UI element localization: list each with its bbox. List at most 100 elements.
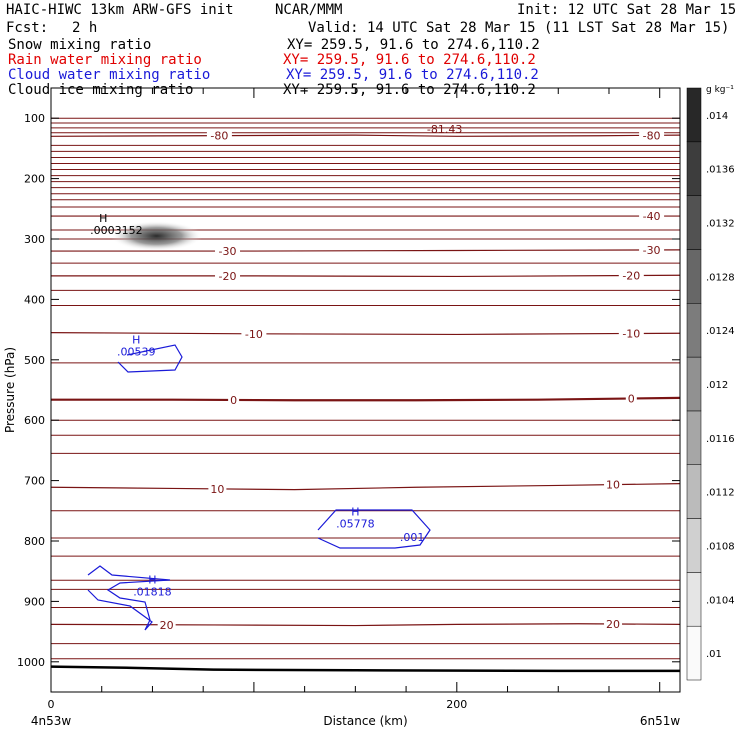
colorbar-tick-label: .0136 — [706, 165, 735, 176]
temperature-contour-line — [50, 623, 681, 627]
contour-label-background — [215, 245, 241, 258]
colorbar-tick-label: .0124 — [706, 326, 735, 337]
contour-label-background — [604, 478, 623, 491]
temperature-contour-line — [50, 134, 681, 137]
y-tick-label: 600 — [24, 414, 45, 427]
temperature-contour-line — [51, 396, 681, 402]
cloud-water-max-marker: H — [132, 334, 140, 347]
colorbar-tick-label: .0132 — [706, 219, 735, 230]
field-xy-cloud-water: XY= 259.5, 91.6 to 274.6,110.2 — [286, 67, 539, 83]
colorbar-segment — [686, 518, 702, 573]
y-tick-label: 300 — [24, 233, 45, 246]
contour-label-background — [639, 129, 665, 142]
y-tick-label: 900 — [24, 595, 45, 608]
temperature-contour-label: -20 — [219, 270, 237, 283]
contour-label-background — [208, 482, 227, 495]
temperature-contour-line — [51, 249, 681, 252]
contour-label-background — [618, 269, 644, 282]
cloud-ice-max-marker: H — [99, 212, 107, 225]
temperature-contour-label: 0 — [230, 394, 237, 407]
contour-label-background — [228, 393, 240, 406]
x-axis-label: Distance (km) — [323, 714, 407, 728]
cloud-water-max-marker: H — [148, 573, 156, 586]
y-tick-label: 500 — [24, 354, 45, 367]
colorbar-tick-label: .0108 — [706, 541, 735, 552]
cloud-ice-shading — [110, 220, 203, 251]
colorbar-segment — [686, 195, 702, 250]
colorbar-segment — [686, 410, 702, 465]
temperature-contour-label: -40 — [643, 210, 661, 223]
temperature-contour-label: -80 — [643, 129, 661, 142]
temperature-contour-line — [50, 332, 681, 336]
y-tick-label: 100 — [24, 112, 45, 125]
contour-label-background — [604, 617, 623, 630]
y-tick-label: 700 — [24, 475, 45, 488]
temperature-contour-label: 20 — [606, 618, 620, 631]
temperature-minimum-label: -81.43 — [427, 123, 462, 136]
y-tick-label: 800 — [24, 535, 45, 548]
colorbar-segment — [686, 356, 702, 412]
contour-label-background — [241, 327, 267, 340]
model-title: HAIC-HIWC 13km ARW-GFS init — [6, 2, 234, 18]
contour-label-background — [639, 243, 665, 256]
field-label-cloud-water: Cloud water mixing ratio — [8, 67, 211, 83]
surface-line — [50, 665, 680, 673]
x-tick-label: 200 — [446, 698, 467, 711]
field-xy-snow: XY= 259.5, 91.6 to 274.6,110.2 — [287, 37, 540, 53]
cloud-water-max-value: .05778 — [336, 518, 375, 531]
field-label-cloud-ice: Cloud ice mixing ratio — [8, 82, 194, 98]
field-xy-rain: XY= 259.5, 91.6 to 274.6,110.2 — [283, 52, 536, 68]
temperature-contour-label: 10 — [606, 479, 620, 492]
colorbar-segment — [686, 141, 702, 196]
temperature-contour-label: 10 — [210, 483, 224, 496]
cloud-ice-max-value: .0003152 — [90, 224, 142, 237]
colorbar-tick-label: .0104 — [706, 595, 735, 606]
temperature-contour-label: -10 — [245, 328, 263, 341]
y-tick-label: 1000 — [17, 656, 45, 669]
x-axis-end-label: 6n51w — [640, 714, 681, 728]
field-xy-cloud-ice: XY= 259.5, 91.6 to 274.6,110.2 — [283, 82, 536, 98]
contour-label-background — [639, 210, 665, 223]
colorbar-tick-label: .0128 — [706, 272, 735, 283]
y-tick-label: 400 — [24, 293, 45, 306]
colorbar-unit-label: g kg⁻¹ — [706, 85, 734, 95]
x-axis-start-label: 4n53w — [31, 714, 72, 728]
colorbar-tick-label: .01 — [706, 649, 722, 660]
valid-time: Valid: 14 UTC Sat 28 Mar 15 (11 LST Sat … — [308, 20, 730, 36]
y-tick-label: 200 — [24, 173, 45, 186]
cloud-water-contour — [117, 344, 183, 373]
field-label-snow: Snow mixing ratio — [8, 37, 152, 53]
cloud-water-contour — [87, 565, 171, 631]
temperature-contour-label: -30 — [219, 245, 237, 258]
cloud-water-max-value: .01818 — [133, 585, 172, 598]
plot-frame — [50, 87, 681, 693]
temperature-contour-label: 0 — [628, 392, 635, 405]
x-tick-label: 0 — [48, 698, 55, 711]
organization-label: NCAR/MMM — [275, 2, 343, 18]
colorbar-segment — [686, 87, 702, 143]
contour-label-background — [206, 129, 232, 142]
temperature-contour-line — [51, 274, 681, 278]
forecast-label: Fcst: — [6, 20, 49, 36]
colorbar-segment — [686, 464, 702, 519]
colorbar-tick-label: .0112 — [706, 488, 735, 499]
contour-label-background — [618, 327, 644, 340]
contour-label-background — [157, 618, 176, 631]
contour-label-background — [625, 392, 637, 405]
init-time: Init: 12 UTC Sat 28 Mar 15 — [517, 2, 737, 18]
temperature-contour-label: -20 — [622, 270, 640, 283]
colorbar-segment — [686, 303, 702, 358]
y-axis-label: Pressure (hPa) — [3, 347, 17, 433]
forecast-hours: 2 h — [72, 20, 98, 36]
temperature-contour-label: -10 — [622, 327, 640, 340]
cloud-water-contour — [317, 509, 431, 549]
colorbar-segment — [686, 625, 702, 681]
temperature-contour-line — [50, 483, 681, 491]
temperature-contour-label: 20 — [160, 619, 174, 632]
temperature-contour-label: -30 — [643, 244, 661, 257]
cloud-water-max-marker: H — [351, 506, 359, 519]
contour-label-background — [215, 269, 241, 282]
colorbar-segment — [686, 572, 702, 627]
cloud-water-contour-label: .001 — [400, 531, 425, 544]
